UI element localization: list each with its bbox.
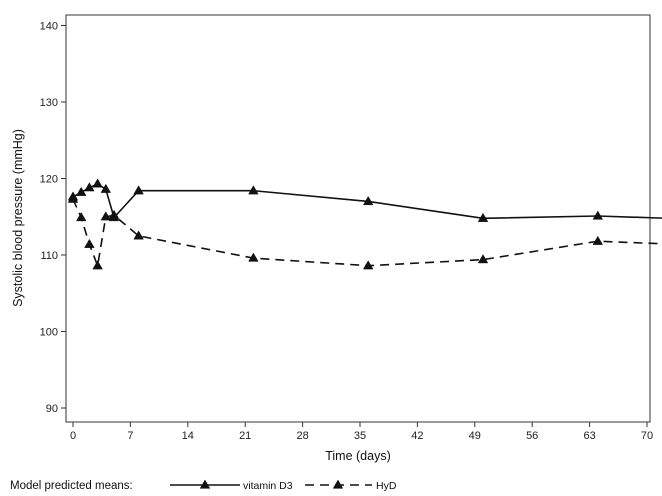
legend-label: HyD: [376, 480, 397, 492]
data-point-marker: [248, 252, 259, 262]
legend: Model predicted means: vitamin D3 HyD: [10, 479, 397, 492]
data-point-marker: [477, 212, 489, 222]
legend-title: Model predicted means:: [10, 480, 133, 492]
series-hyd: [67, 193, 662, 270]
data-point-marker: [362, 260, 374, 270]
x-tick-label: 63: [583, 430, 595, 442]
x-tick-label: 70: [641, 430, 653, 442]
x-tick-label: 21: [239, 430, 251, 442]
data-point-marker: [92, 260, 103, 270]
y-tick-label: 100: [40, 327, 58, 339]
x-tick-label: 42: [411, 430, 423, 442]
data-point-marker: [477, 254, 489, 264]
legend-item-hyd: HyD: [305, 479, 397, 492]
data-point-marker: [362, 195, 374, 206]
legend-item-vitamin-d3: vitamin D3: [170, 479, 293, 492]
x-tick-label: 28: [296, 430, 308, 442]
legend-items: vitamin D3 HyD: [170, 479, 397, 492]
data-point-marker: [75, 186, 87, 196]
y-tick-label: 110: [40, 250, 58, 262]
data-point-marker: [248, 185, 259, 195]
x-tick-label: 7: [127, 430, 133, 442]
y-axis-ticks: 90 100 110 120 130 140: [40, 21, 66, 415]
data-point-marker: [67, 193, 79, 203]
data-point-marker: [133, 230, 144, 240]
series-vitamin-d3: [67, 178, 662, 222]
y-tick-label: 140: [40, 21, 58, 33]
x-tick-label: 56: [526, 430, 538, 442]
data-point-marker: [92, 178, 103, 188]
data-point-marker: [84, 182, 95, 192]
x-tick-label: 0: [70, 430, 76, 442]
y-tick-label: 90: [46, 403, 58, 415]
plot-frame: [65, 14, 651, 423]
y-axis-title: Systolic blood pressure (mmHg): [11, 129, 25, 307]
data-point-marker: [133, 185, 144, 195]
y-tick-label: 130: [40, 97, 58, 109]
x-tick-label: 35: [354, 430, 366, 442]
legend-marker: [199, 479, 211, 489]
x-axis-title: Time (days): [325, 449, 391, 463]
data-point-marker: [108, 209, 120, 219]
data-point-marker: [100, 211, 112, 221]
data-point-marker: [592, 210, 604, 220]
data-point-marker: [592, 235, 604, 245]
series-layer: [67, 178, 662, 270]
y-tick-label: 120: [40, 174, 58, 186]
legend-marker: [332, 479, 344, 489]
x-tick-label: 49: [469, 430, 481, 442]
data-point-marker: [75, 212, 87, 222]
data-point-marker: [84, 238, 95, 248]
legend-label: vitamin D3: [243, 480, 293, 492]
x-axis-ticks: 0714212835424956637077849198105112119: [70, 422, 653, 442]
data-point-marker: [100, 183, 112, 193]
x-tick-label: 14: [182, 430, 194, 442]
